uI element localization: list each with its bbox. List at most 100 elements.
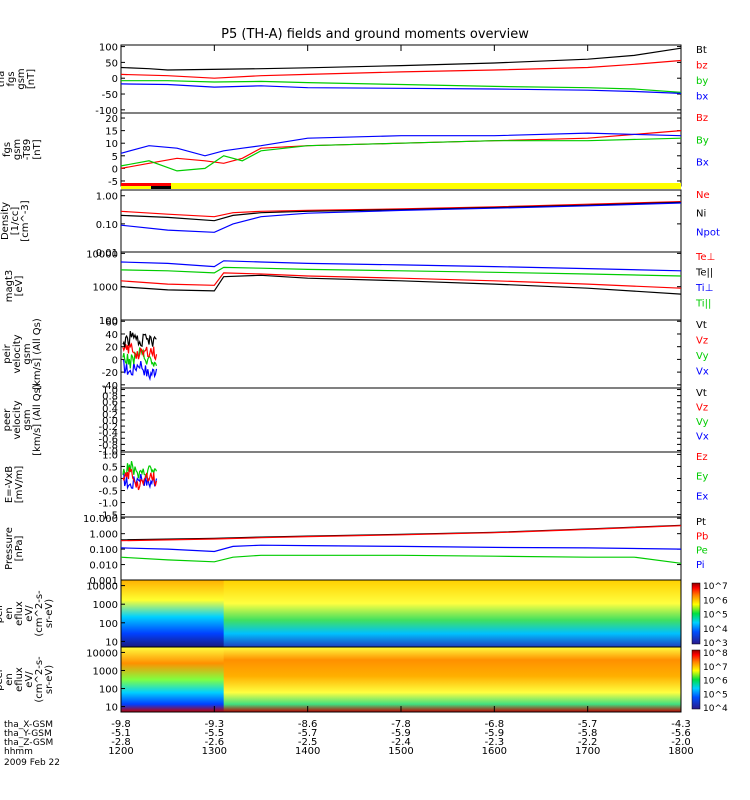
ephemeris-value: -5.9 <box>485 728 505 739</box>
s2-ylabel-line: peer <box>0 667 5 691</box>
s2-ytick-label: 10000 <box>86 648 118 659</box>
p6-legend-3: Vx <box>696 432 709 443</box>
p6-ytick-label: -0.2 <box>98 422 118 433</box>
p1-ytick-label: 50 <box>105 58 118 69</box>
p8-legend-2: Pe <box>696 546 708 557</box>
p8-ylabel-line: Pressure <box>4 527 15 570</box>
p1-series-bx <box>120 83 682 94</box>
p1-ytick-label: 100 <box>99 43 118 54</box>
p5-ylabel-line: peir <box>2 343 13 363</box>
p2-ytick-label: 20 <box>105 114 118 125</box>
p4-series-Te⊥ <box>120 272 682 289</box>
p6-ylabel-line: velocity <box>12 400 23 439</box>
p1-ylabel-line: fgs <box>6 71 17 86</box>
p1-ylabel-line: gsm <box>16 68 27 89</box>
p4-legend-3: Ti|| <box>695 299 711 310</box>
p3-legend-1: Ni <box>696 209 706 220</box>
p7-ytick-label: -1.5 <box>98 511 118 522</box>
ephemeris-value: 1300 <box>202 746 227 757</box>
p2-ylabel-line: fgs <box>2 142 13 157</box>
p1-series-bz <box>120 59 682 79</box>
p7-series-Ez <box>122 467 158 491</box>
p3-ytick-label: 0.01 <box>96 248 118 259</box>
p8-ylabel: Pressure [nPa] <box>4 527 25 570</box>
p1-legend-2: by <box>696 76 708 87</box>
p2-ytick-label: -5 <box>108 177 118 188</box>
p7-legend-0: Ez <box>696 452 708 463</box>
p8-series-Pi <box>120 544 682 553</box>
p4-legend-1: Te|| <box>695 268 713 279</box>
p6-ytick-label: 1.0 <box>102 386 118 397</box>
s1-ytick-label: 100 <box>99 619 118 630</box>
p7-ytick-label: 0.0 <box>102 474 118 485</box>
p2-ylabel-line: [nT] <box>32 139 43 159</box>
p2-ytick-label: 0 <box>112 164 118 175</box>
ephemeris-value: -5.7 <box>298 728 318 739</box>
p6-ylabel-line: [km/s] (All Qs) <box>32 384 43 456</box>
p3-ylabel-line: Density <box>0 202 11 240</box>
s2-ylabel-line: en <box>4 673 15 686</box>
p2-ytick-label: 10 <box>105 139 118 150</box>
p6-ytick-label: 0.0 <box>102 416 118 427</box>
status-bar-red <box>121 183 171 186</box>
p3-series-Npot <box>120 202 682 233</box>
s1-colorbar <box>691 582 701 645</box>
p4-ylabel-line: [eV] <box>14 276 25 297</box>
s2-colorbar <box>691 649 701 710</box>
p5-series-Vy <box>122 346 158 369</box>
ephemeris-label-1: tha_Y-GSM <box>4 729 52 739</box>
p7-series-Ey <box>122 461 158 479</box>
p6-ytick-label: -0.4 <box>98 428 118 439</box>
p6-frame <box>120 387 682 453</box>
p2-series-Bx <box>120 132 682 157</box>
s1-ytick-label: 10000 <box>86 582 118 593</box>
p5-ylabel-line: [km/s] (All Qs) <box>32 318 43 390</box>
p8-ytick-label: 10.000 <box>83 514 118 525</box>
p7-legend-1: Ey <box>696 472 708 483</box>
p8-legend-0: Pt <box>696 517 706 528</box>
p6-ytick-label: -0.8 <box>98 440 118 451</box>
p3-legend-0: Ne <box>696 190 710 201</box>
ephemeris-value: -5.7 <box>578 719 598 730</box>
p3-ylabel: Density [1/cc] [cm^-3] <box>0 200 31 241</box>
p6-legend-1: Vz <box>696 403 708 414</box>
s2-ytick-label: 1000 <box>93 666 118 677</box>
p2-ylabel-line: gsm <box>12 139 23 160</box>
p5-ytick-label: -40 <box>102 381 118 392</box>
ephemeris-value: -4.3 <box>671 719 691 730</box>
p6-ytick-label: -0.6 <box>98 434 118 445</box>
p6-ylabel-line: tha <box>0 412 3 428</box>
p4-legend-2: Ti⊥ <box>695 283 713 294</box>
p5-legend-1: Vz <box>696 336 708 347</box>
s2-ylabel: thapeerenefluxeV/(cm^2-s-sr-eV) <box>0 656 55 703</box>
p4-series-Te|| <box>120 274 682 295</box>
s1-colorbar-label: 10^3 <box>703 639 728 649</box>
s2-colorbar-label: 10^8 <box>703 649 728 659</box>
p5-legend-0: Vt <box>696 320 707 331</box>
ephemeris-value: 1800 <box>668 746 693 757</box>
p3-legend-2: Npot <box>696 227 720 238</box>
ephemeris-value: -5.1 <box>111 728 131 739</box>
s1-ytick-label: 1000 <box>93 600 118 611</box>
ephemeris-value: 1600 <box>482 746 507 757</box>
ephemeris-value: -5.6 <box>671 728 691 739</box>
p1-legend-1: bz <box>696 61 708 72</box>
ephemeris-value: -2.2 <box>578 737 598 748</box>
p8-ylabel-line: [nPa] <box>14 535 25 561</box>
p7-ytick-label: -1.0 <box>98 499 118 510</box>
p2-frame <box>120 112 682 187</box>
p8-series-Pt <box>120 524 682 541</box>
ephemeris-value: -5.8 <box>578 728 598 739</box>
p1-ytick-label: 0 <box>112 74 118 85</box>
s2-ytick-label: 100 <box>99 685 118 696</box>
s2-colorbar-label: 10^5 <box>703 690 728 700</box>
s2-colorbar-label: 10^4 <box>703 704 728 714</box>
p8-series-Pe <box>120 554 682 564</box>
ephemeris-label-2: tha_Z-GSM <box>4 738 53 748</box>
s2-ylabel-line: sr-eV) <box>44 665 55 694</box>
p7-ytick-label: 0.5 <box>102 462 118 473</box>
ephemeris-value: 1700 <box>575 746 600 757</box>
p5-ylabel-line: gsm <box>22 343 33 364</box>
p2-ylabel-line: tha <box>0 141 3 157</box>
